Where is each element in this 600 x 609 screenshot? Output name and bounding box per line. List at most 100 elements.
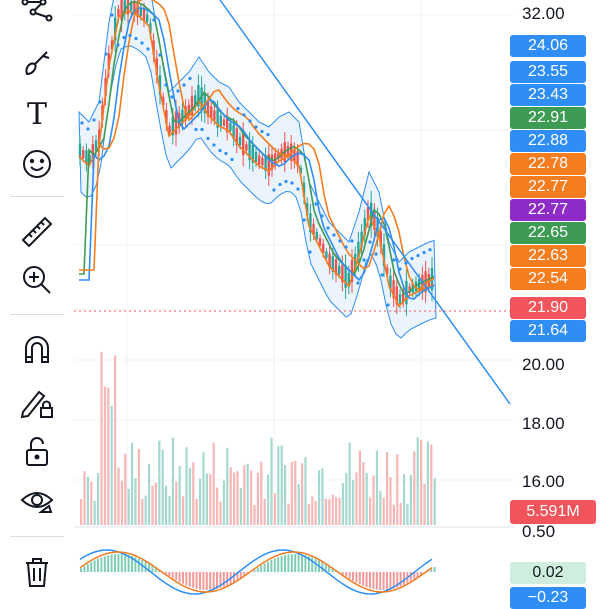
volume-bar [386,452,388,525]
zoom-tool[interactable] [14,258,60,302]
oscillator-bar [355,572,357,583]
oscillator-bar [213,572,215,589]
oscillator-bar [430,569,432,572]
multipoint-tool[interactable] [14,0,60,36]
price-chart[interactable] [74,0,514,600]
volume-bar [134,478,136,525]
sar-dot [158,53,161,56]
sar-dot [374,252,377,255]
sar-dot [134,37,137,40]
volume-bar [151,486,153,525]
oscillator-bar [410,572,412,582]
sar-dot [128,34,131,37]
volume-bar [168,496,170,525]
sar-dot [164,83,167,86]
volume-bar [192,462,194,525]
sar-dot [212,143,215,146]
unlock-icon [19,434,55,470]
volume-bar [430,444,432,525]
sar-dot [296,187,299,190]
oscillator-bar [281,556,283,572]
sar-dot [116,43,119,46]
ruler-icon [19,214,55,250]
candle-body [245,144,247,150]
sar-dot [392,258,395,261]
volume-bar [202,452,204,525]
oscillator-bar [379,572,381,590]
sar-dot [272,188,275,191]
sar-dot [110,13,113,16]
candle-body [258,156,260,165]
lock-drawings-tool[interactable] [14,382,60,426]
sar-dot [92,118,95,121]
candle-body [82,150,84,158]
volume-bar [114,355,116,525]
volume-bar [328,499,330,525]
price-value-pill: 22.78 [510,153,586,175]
volume-bar [243,465,245,525]
oscillator-bar [196,572,198,589]
volume-bar [233,473,235,525]
price-value-pill: 22.63 [510,245,586,267]
oscillator-bar [223,572,225,587]
volume-bar [274,493,276,525]
oscillator-bar [386,572,388,590]
oscillator-bar [80,568,82,572]
sar-dot [290,181,293,184]
sar-dot [104,52,107,55]
text-tool[interactable]: T [14,92,60,136]
emoji-tool[interactable] [14,142,60,186]
chart-area[interactable] [74,0,514,600]
drawing-toolbar: T [0,0,74,600]
volume-bar [216,488,218,525]
sar-dot [278,183,281,186]
volume-bar [434,478,436,525]
volume-bar [284,465,286,525]
oscillator-bar [291,554,293,572]
brush-tool[interactable] [14,42,60,86]
oscillator-bar [389,572,391,589]
volume-bar [345,473,347,525]
hide-drawings-tool[interactable] [14,478,60,522]
volume-bar [158,441,160,525]
price-axis-label: 18.00 [522,414,565,434]
price-value-pill: 22.88 [510,130,586,152]
volume-bar [104,387,106,525]
oscillator-bar [301,555,303,572]
oscillator-bar [376,572,378,590]
volume-bar [410,475,412,525]
delete-tool[interactable] [14,550,60,594]
volume-bar [298,484,300,525]
volume-bar [185,447,187,525]
sar-dot [176,89,179,92]
oscillator-bar [209,572,211,590]
sar-dot [86,127,89,130]
sar-dot [218,149,221,152]
sar-dot [302,218,305,221]
sar-dot [254,125,257,128]
volume-bar [189,468,191,525]
magnet-tool[interactable] [14,328,60,372]
volume-bar [308,504,310,525]
oscillator-bar [260,566,262,572]
volume-bar [219,501,221,525]
volume-bar [427,442,429,525]
measure-tool[interactable] [14,210,60,254]
price-value-pill: 22.65 [510,222,586,244]
volume-bar [318,470,320,525]
sar-dot [428,248,431,251]
volume-bar [124,454,126,525]
sar-dot [224,152,227,155]
volume-bar [270,438,272,525]
zoom-in-icon [19,262,55,298]
volume-bar [250,471,252,525]
sar-dot [152,18,155,21]
volume-bar [240,488,242,525]
sar-dot [194,128,197,131]
trash-icon [19,554,55,590]
polyline-icon [19,0,55,32]
lock-all-tool[interactable] [14,430,60,474]
volume-bar [413,451,415,525]
oscillator-value-pill: −0.23 [510,587,586,609]
